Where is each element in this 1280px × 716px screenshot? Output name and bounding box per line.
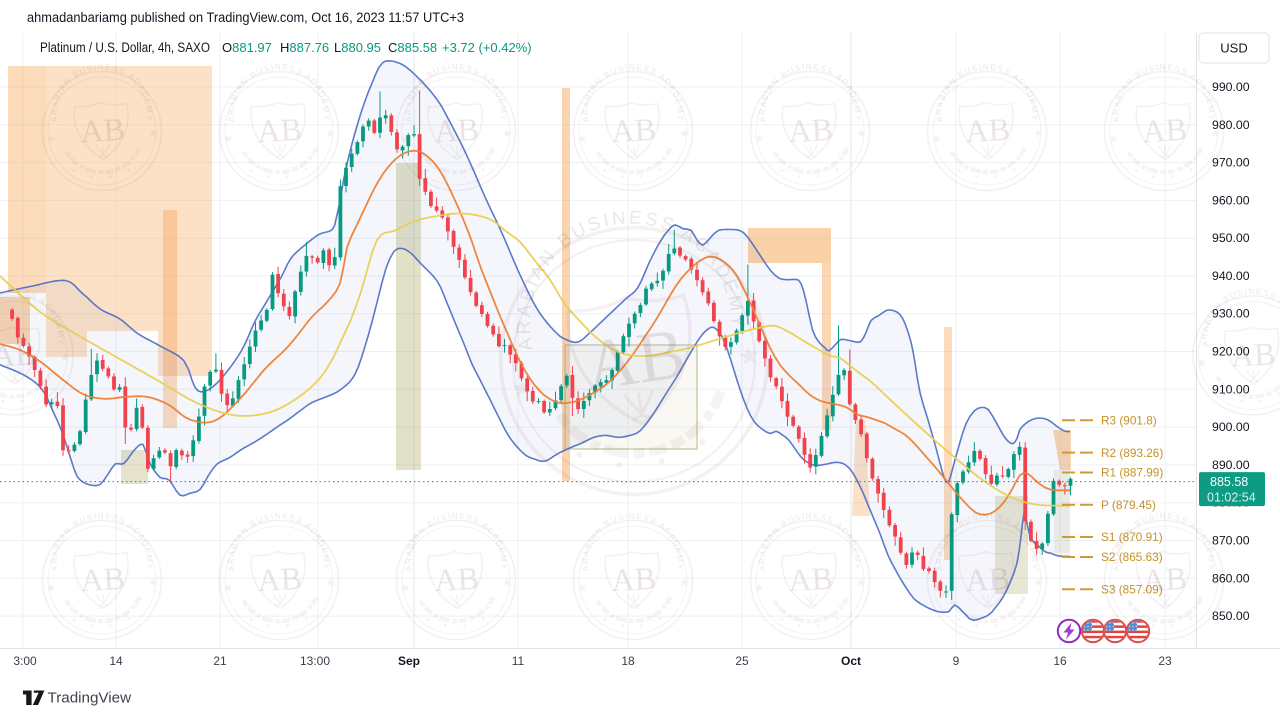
svg-text:TradingView: TradingView — [48, 690, 132, 707]
svg-text:950.00: 950.00 — [1212, 231, 1250, 245]
svg-text:R2 (893.26): R2 (893.26) — [1101, 446, 1163, 460]
svg-text:16: 16 — [1053, 654, 1067, 668]
svg-text:860.00: 860.00 — [1212, 571, 1250, 585]
svg-text:980.00: 980.00 — [1212, 118, 1250, 132]
svg-text:14: 14 — [109, 654, 123, 668]
svg-text:3:00: 3:00 — [13, 654, 37, 668]
svg-text:01:02:54: 01:02:54 — [1207, 491, 1256, 505]
svg-text:900.00: 900.00 — [1212, 420, 1250, 434]
svg-text:960.00: 960.00 — [1212, 193, 1250, 207]
svg-text:885.58: 885.58 — [1210, 475, 1248, 489]
svg-text:850.00: 850.00 — [1212, 609, 1250, 623]
svg-text:18: 18 — [621, 654, 635, 668]
svg-text:C885.58: C885.58 — [388, 40, 437, 55]
svg-text:Platinum / U.S. Dollar, 4h, SA: Platinum / U.S. Dollar, 4h, SAXO — [40, 40, 210, 55]
svg-text:P (879.45): P (879.45) — [1101, 498, 1156, 512]
svg-text:R1 (887.99): R1 (887.99) — [1101, 466, 1163, 480]
svg-text:970.00: 970.00 — [1212, 156, 1250, 170]
svg-text:9: 9 — [953, 654, 960, 668]
svg-text:Sep: Sep — [398, 654, 420, 668]
svg-text:H887.76: H887.76 — [280, 40, 329, 55]
svg-text:930.00: 930.00 — [1212, 307, 1250, 321]
svg-text:21: 21 — [213, 654, 227, 668]
svg-text:O881.97: O881.97 — [222, 40, 272, 55]
svg-text:Oct: Oct — [841, 654, 861, 668]
svg-text:USD: USD — [1220, 41, 1247, 56]
svg-text:23: 23 — [1158, 654, 1172, 668]
svg-text:25: 25 — [735, 654, 749, 668]
svg-text:870.00: 870.00 — [1212, 534, 1250, 548]
svg-text:+3.72 (+0.42%): +3.72 (+0.42%) — [442, 40, 532, 55]
svg-text:11: 11 — [512, 654, 525, 668]
svg-text:990.00: 990.00 — [1212, 80, 1250, 94]
svg-text:13:00: 13:00 — [300, 654, 330, 668]
svg-text:940.00: 940.00 — [1212, 269, 1250, 283]
svg-text:L880.95: L880.95 — [334, 40, 381, 55]
svg-text:ahmadanbariamg published on Tr: ahmadanbariamg published on TradingView.… — [27, 10, 464, 25]
svg-text:R3 (901.8): R3 (901.8) — [1101, 414, 1157, 428]
svg-text:890.00: 890.00 — [1212, 458, 1250, 472]
